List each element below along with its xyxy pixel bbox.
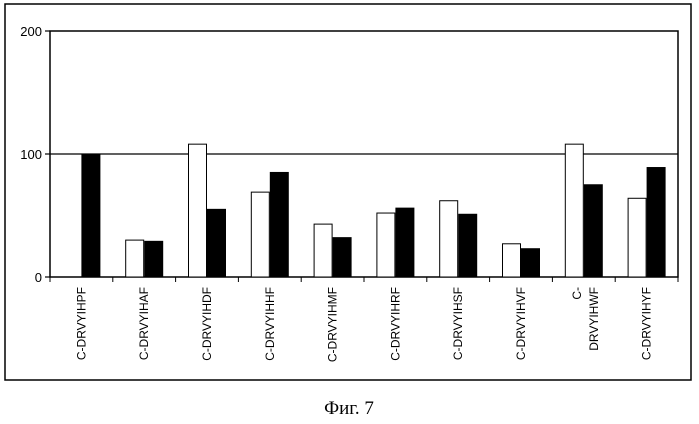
bar-series1-4 <box>314 224 332 277</box>
x-tick-label-4: C-DRVYIHMF <box>326 287 340 362</box>
y-tick-label-1: 100 <box>20 147 42 162</box>
bar-series1-5 <box>377 213 395 277</box>
bar-series1-9 <box>628 198 646 277</box>
figure-caption: Фиг. 7 <box>324 398 374 419</box>
bar-series1-2 <box>189 144 207 277</box>
x-tick-label-6: C-DRVYIHSF <box>451 287 465 360</box>
y-tick-label-0: 0 <box>35 270 42 285</box>
x-tick-label-3: C-DRVYIHHF <box>263 287 277 361</box>
bar-series2-3 <box>270 172 288 277</box>
bar-series2-4 <box>333 238 351 277</box>
bar-series2-0 <box>82 154 100 277</box>
bar-series1-1 <box>126 240 144 277</box>
bar-series1-8 <box>565 144 583 277</box>
bar-series2-7 <box>522 249 540 277</box>
x-tick-label-0: C-DRVYIHPF <box>74 287 88 360</box>
bar-series1-3 <box>251 192 269 277</box>
x-tick-label-1: C-DRVYIHAF <box>137 287 151 360</box>
x-tick-label-9: C-DRVYIHYF <box>640 287 654 360</box>
x-tick-label-line: DRVYIHWF <box>587 287 601 351</box>
bar-series1-6 <box>440 201 458 277</box>
bar-series2-8 <box>584 185 602 277</box>
bar-series2-2 <box>208 209 226 277</box>
x-tick-label-7: C-DRVYIHVF <box>514 287 528 360</box>
bar-series1-7 <box>503 244 521 277</box>
bar-series2-9 <box>647 168 665 277</box>
y-tick-label-2: 200 <box>20 24 42 39</box>
bar-series2-1 <box>145 241 163 277</box>
x-tick-label-2: C-DRVYIHDF <box>200 287 214 361</box>
x-tick-label-line: C- <box>570 287 584 300</box>
bar-series2-5 <box>396 208 414 277</box>
x-tick-label-5: C-DRVYIHRF <box>388 287 402 361</box>
bar-series2-6 <box>459 214 477 277</box>
